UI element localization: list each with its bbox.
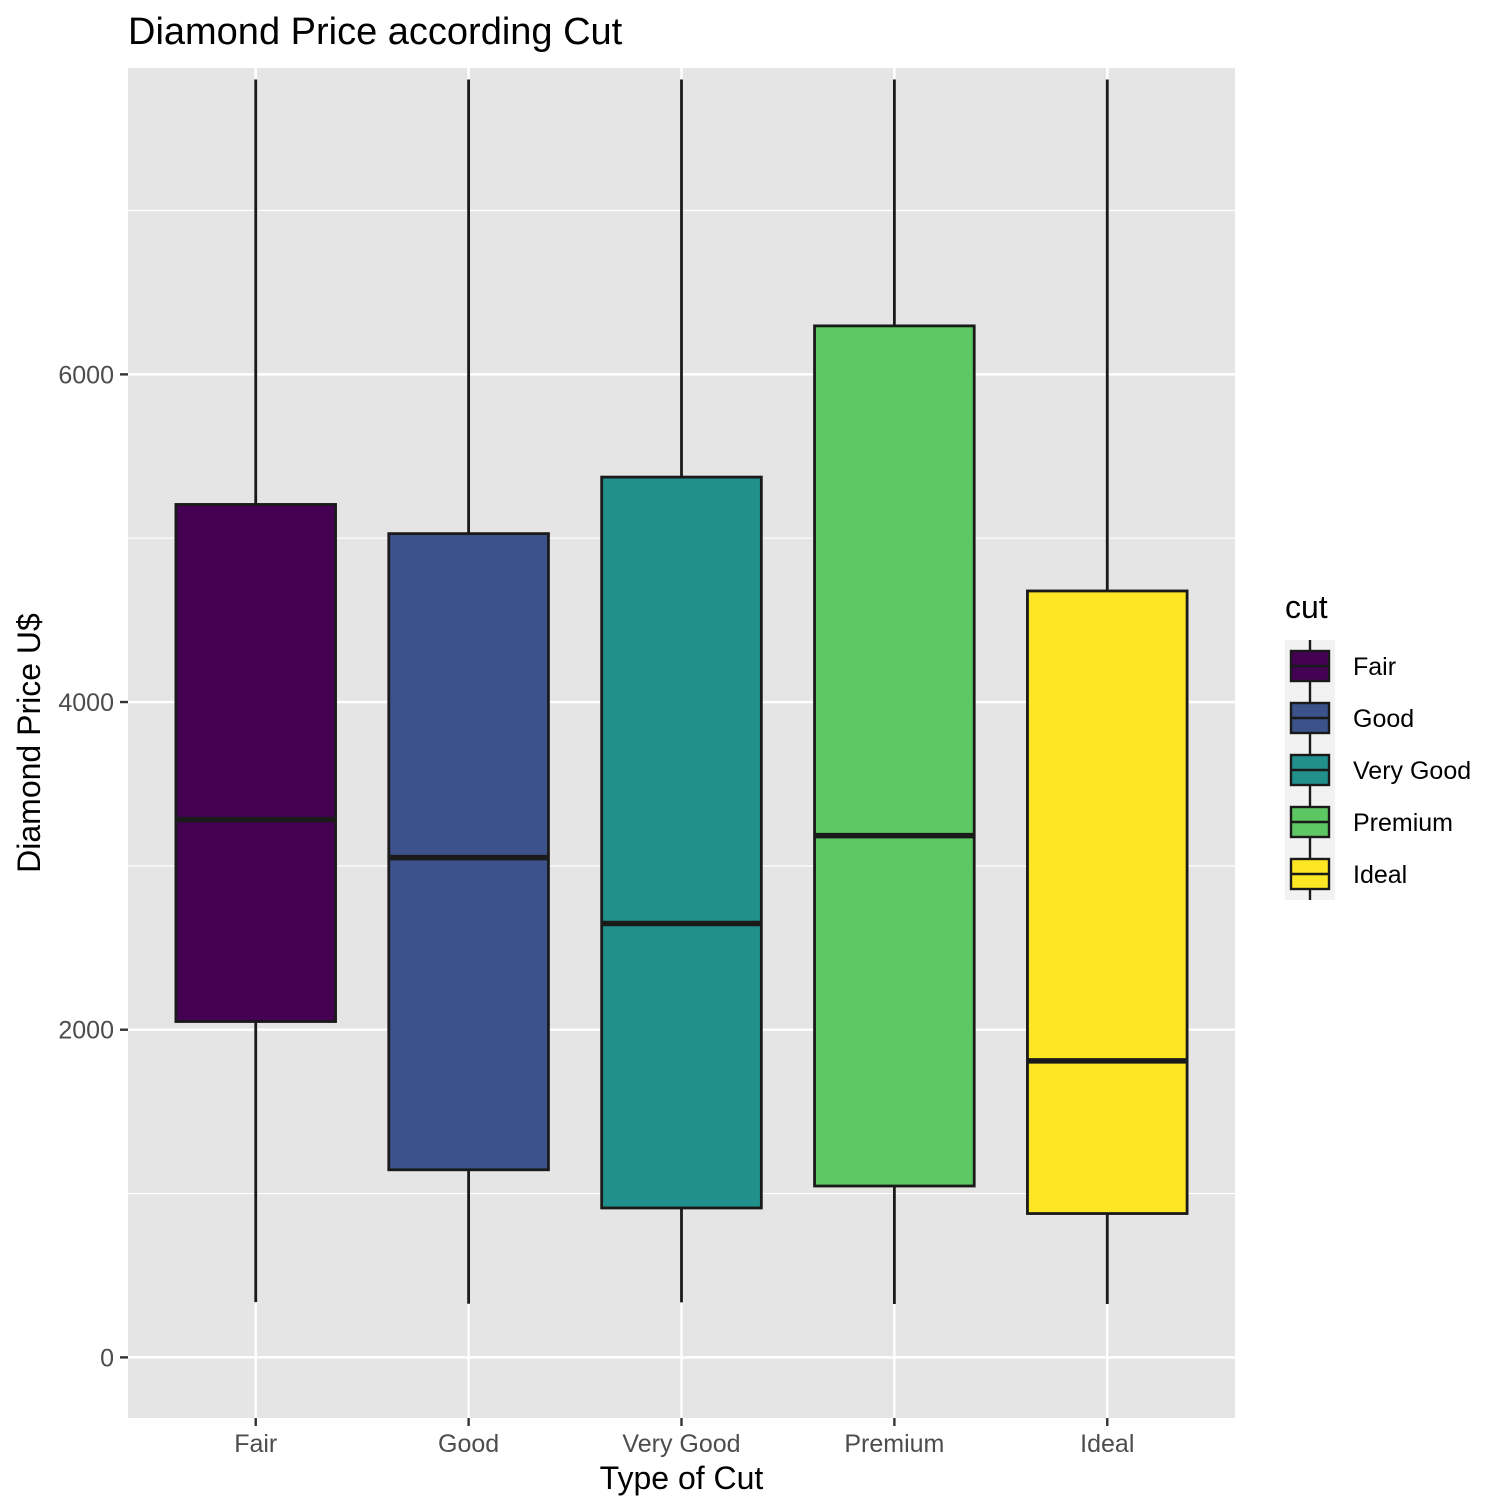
y-axis: 0 2000 4000 6000 xyxy=(58,361,128,1372)
x-axis-title: Type of Cut xyxy=(600,1460,764,1496)
box-body xyxy=(174,503,337,1023)
boxes xyxy=(174,79,1189,1304)
box-body xyxy=(813,324,976,1188)
x-tick-label: Fair xyxy=(234,1430,277,1458)
box-body xyxy=(600,475,763,1210)
box-body xyxy=(1026,589,1189,1215)
y-tick-label: 0 xyxy=(100,1344,114,1372)
box-very-good xyxy=(600,79,763,1303)
legend-label: Fair xyxy=(1353,653,1396,681)
x-axis: Fair Good Very Good Premium Ideal xyxy=(234,1418,1134,1458)
legend-label: Ideal xyxy=(1353,861,1407,889)
legend-item: Premium xyxy=(1289,796,1453,848)
box-fair xyxy=(174,79,337,1303)
box-premium xyxy=(813,79,976,1304)
box-ideal xyxy=(1026,79,1189,1304)
legend-label: Premium xyxy=(1353,809,1453,837)
y-axis-title: Diamond Price U$ xyxy=(11,613,47,873)
x-tick-label: Good xyxy=(438,1430,499,1458)
x-tick-label: Ideal xyxy=(1080,1430,1134,1458)
x-tick-label: Premium xyxy=(844,1430,944,1458)
legend-label: Very Good xyxy=(1353,757,1471,785)
legend-item: Good xyxy=(1289,692,1414,744)
legend: cut Fair Good Very Good Premium Ideal xyxy=(1285,589,1471,900)
legend-item: Fair xyxy=(1289,640,1396,692)
x-tick-label: Very Good xyxy=(622,1430,740,1458)
legend-label: Good xyxy=(1353,705,1414,733)
box-body xyxy=(387,532,550,1172)
legend-item: Ideal xyxy=(1289,848,1407,900)
legend-title: cut xyxy=(1285,589,1328,625)
box-good xyxy=(387,79,550,1304)
y-tick-label: 6000 xyxy=(58,361,114,389)
legend-item: Very Good xyxy=(1289,744,1471,796)
y-tick-label: 4000 xyxy=(58,689,114,717)
y-tick-label: 2000 xyxy=(58,1017,114,1045)
chart-title: Diamond Price according Cut xyxy=(128,11,623,53)
